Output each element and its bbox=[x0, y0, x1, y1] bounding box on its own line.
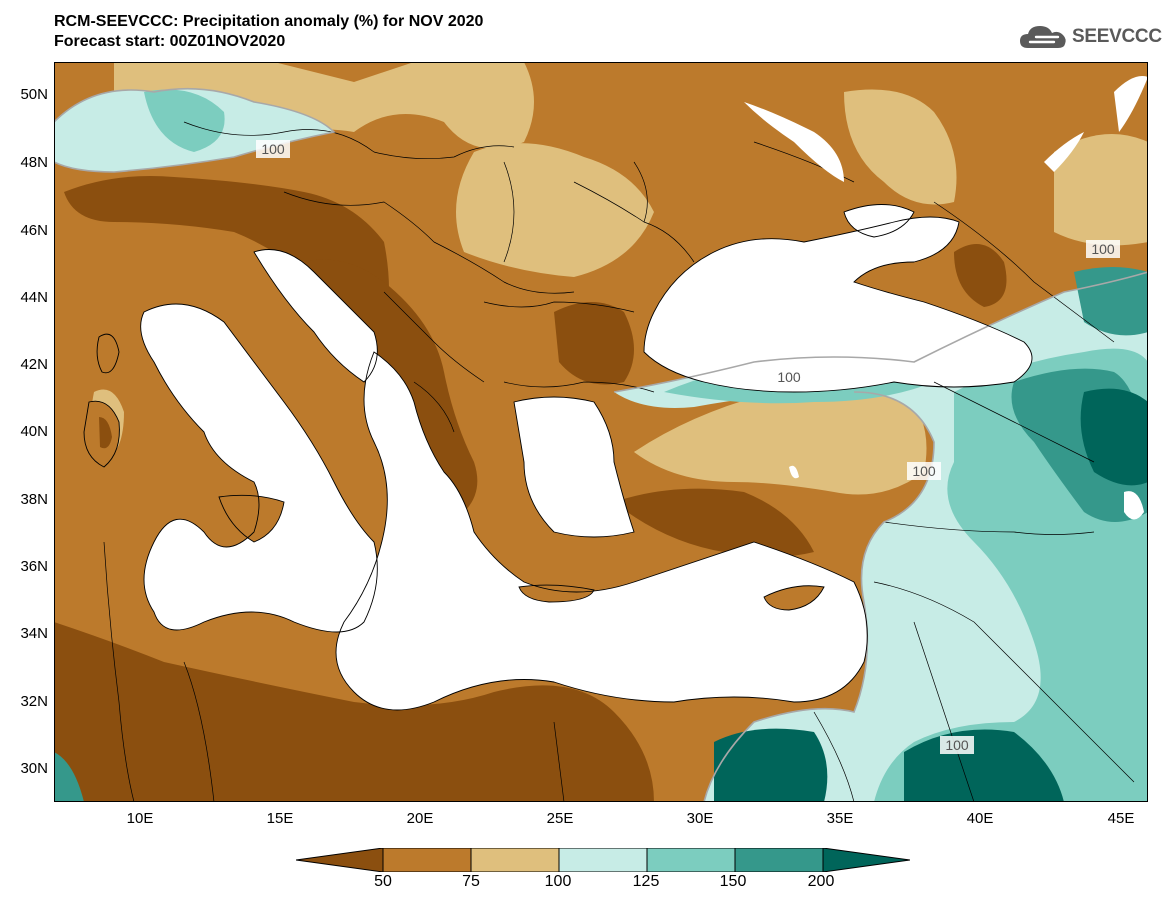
colorbar-swatch bbox=[646, 848, 736, 872]
sicily bbox=[219, 495, 284, 542]
crete bbox=[519, 585, 594, 602]
lat-label: 42N bbox=[20, 356, 48, 373]
white-patch-east bbox=[1114, 76, 1148, 132]
coastlines bbox=[83, 204, 1033, 711]
lat-label: 34N bbox=[20, 625, 48, 642]
title-line-2: Forecast start: 00Z01NOV2020 bbox=[54, 33, 286, 50]
lat-label: 32N bbox=[20, 693, 48, 710]
contour-label: 100 bbox=[261, 141, 285, 157]
white-patch-volga bbox=[1044, 132, 1084, 172]
region-75-100-anatolia bbox=[634, 382, 927, 495]
lat-label: 46N bbox=[20, 222, 48, 239]
title-line-1: RCM-SEEVCCC: Precipitation anomaly (%) f… bbox=[54, 13, 484, 30]
sardinia-core bbox=[99, 417, 112, 449]
lat-label: 38N bbox=[20, 491, 48, 508]
corsica bbox=[97, 334, 119, 373]
region-below50-caucasus bbox=[954, 244, 1007, 307]
lon-label: 30E bbox=[686, 810, 714, 827]
lat-label: 40N bbox=[20, 423, 48, 440]
country-borders bbox=[103, 121, 1135, 802]
region-below50-turkey bbox=[614, 488, 814, 557]
lat-label: 36N bbox=[20, 558, 48, 575]
region-below50-africa bbox=[54, 622, 654, 802]
colorbar-label: 75 bbox=[462, 873, 480, 890]
lon-label: 25E bbox=[546, 810, 574, 827]
region-75-100-hungary bbox=[456, 143, 654, 277]
region-below50-alps bbox=[64, 176, 389, 332]
lat-label: 50N bbox=[20, 86, 48, 103]
black-sea bbox=[644, 217, 1032, 392]
adriatic-sea bbox=[254, 249, 378, 382]
lon-label: 35E bbox=[826, 810, 854, 827]
colorbar-label: 125 bbox=[632, 873, 660, 890]
region-75-100-east bbox=[1054, 134, 1148, 246]
white-patch-anatolia bbox=[789, 465, 799, 479]
white-patch-dnieper bbox=[744, 102, 844, 182]
contour-labels: 100 100 100 100 100 bbox=[256, 140, 1120, 754]
region-below50-bulgaria bbox=[554, 302, 634, 385]
lon-label: 20E bbox=[406, 810, 434, 827]
aegean-sea bbox=[514, 397, 634, 537]
sea-of-azov bbox=[844, 204, 914, 237]
colorbar-swatch bbox=[296, 848, 384, 872]
map-border bbox=[54, 62, 1148, 802]
logo-text: SEEVCCC bbox=[1072, 26, 1162, 47]
region-75-100-ukraine bbox=[844, 89, 957, 205]
colorbar-label: 200 bbox=[807, 873, 835, 890]
region-125-150-czech bbox=[144, 89, 225, 152]
colorbar-label: 100 bbox=[544, 873, 572, 890]
lon-label: 45E bbox=[1107, 810, 1135, 827]
lat-label: 30N bbox=[20, 760, 48, 777]
contour-label: 100 bbox=[1091, 241, 1115, 257]
cyprus bbox=[764, 585, 824, 610]
seevccc-logo: SEEVCCC bbox=[1018, 22, 1162, 52]
region-150-200-africa-west bbox=[54, 752, 84, 802]
map-title: RCM-SEEVCCC: Precipitation anomaly (%) f… bbox=[54, 12, 483, 52]
mediterranean-sea bbox=[140, 304, 868, 710]
colorbar-swatch bbox=[734, 848, 824, 872]
lat-label: 44N bbox=[20, 289, 48, 306]
colorbar bbox=[296, 848, 910, 872]
region-above200-south bbox=[714, 728, 828, 802]
colorbar-swatch bbox=[558, 848, 648, 872]
colorbar-swatch bbox=[822, 848, 910, 872]
region-150-200-caucasus bbox=[1074, 267, 1148, 336]
colorbar-swatch bbox=[470, 848, 560, 872]
region-above200-east bbox=[1080, 388, 1148, 486]
colorbar-swatch bbox=[382, 848, 472, 872]
cloud-icon bbox=[1020, 26, 1066, 48]
contour-100-lines bbox=[54, 87, 1148, 802]
contour-label: 100 bbox=[945, 737, 969, 753]
lat-label: 48N bbox=[20, 154, 48, 171]
colorbar-label: 150 bbox=[719, 873, 747, 890]
contour-label: 100 bbox=[912, 463, 936, 479]
colorbar-label: 50 bbox=[374, 873, 392, 890]
contour-label: 100 bbox=[777, 369, 801, 385]
lon-label: 40E bbox=[966, 810, 994, 827]
lon-label: 10E bbox=[126, 810, 154, 827]
lon-label: 15E bbox=[266, 810, 294, 827]
white-patch-iran bbox=[1124, 491, 1144, 520]
precipitation-anomaly-map: 100 100 100 100 100 bbox=[54, 62, 1148, 802]
